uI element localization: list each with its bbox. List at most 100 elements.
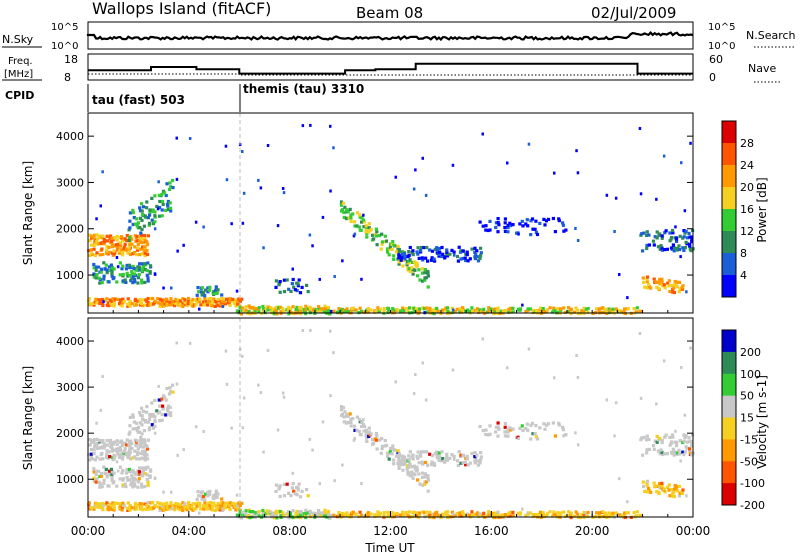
power-cell (358, 215, 362, 219)
power-cell (683, 231, 687, 235)
power-cell (164, 208, 168, 212)
velocity-cell (609, 512, 613, 516)
velocity-cell (95, 437, 99, 441)
power-cell (317, 305, 321, 309)
velocity-cell (170, 490, 173, 494)
velocity-cell (657, 490, 661, 495)
velocity-cell (660, 441, 664, 445)
power-cell (131, 211, 135, 215)
velocity-cell (441, 457, 445, 461)
power-cell (672, 286, 676, 290)
power-cell (282, 191, 286, 195)
power-cell (603, 307, 607, 311)
velocity-cell (160, 412, 164, 417)
power-cell (634, 310, 639, 314)
velocity-cell (382, 513, 386, 517)
velocity-cell (123, 441, 127, 445)
velocity-cell (135, 507, 139, 511)
velocity-cell (688, 451, 692, 455)
power-cell (125, 239, 129, 243)
velocity-cell (95, 505, 99, 509)
power-cell (421, 279, 425, 283)
velocity-cell (143, 438, 147, 442)
power-cell (270, 309, 274, 313)
power-cell (647, 233, 651, 237)
power-cell (308, 233, 312, 237)
velocity-cell (195, 504, 199, 508)
power-cell (289, 289, 293, 293)
power-cell (494, 225, 498, 230)
power-cell (681, 246, 685, 250)
power-cell (248, 306, 252, 310)
power-cell (626, 307, 630, 311)
velocity-cell (87, 453, 91, 457)
velocity-cell (355, 415, 359, 419)
velocity-cell (670, 433, 675, 437)
power-cell (274, 310, 279, 314)
power-cell (529, 233, 533, 237)
power-cell (607, 307, 611, 311)
power-cell (569, 307, 573, 311)
velocity-cell (146, 438, 150, 442)
power-cell (487, 306, 491, 310)
power-cell (429, 258, 434, 262)
power-cell (199, 303, 203, 307)
power-cell (257, 178, 260, 182)
velocity-cell (582, 512, 586, 516)
power-cell (366, 307, 370, 311)
velocity-cell (488, 424, 492, 428)
power-cell (688, 244, 692, 248)
velocity-cell (133, 449, 137, 453)
velocity-cell (680, 366, 683, 369)
power-cell (105, 234, 109, 238)
power-cell (544, 309, 548, 314)
velocity-cell (128, 415, 132, 419)
power-cell (121, 279, 125, 283)
velocity-cell (218, 508, 222, 512)
power-cell (94, 276, 98, 280)
power-cell (166, 207, 171, 212)
velocity-cell (212, 494, 216, 498)
colorbar-swatch (722, 209, 736, 232)
velocity-cell (452, 454, 456, 458)
velocity-cell (166, 412, 171, 416)
velocity-cell (659, 448, 663, 452)
power-cell (261, 307, 266, 311)
velocity-cell (399, 463, 403, 467)
power-cell (146, 234, 150, 238)
velocity-cell (618, 477, 621, 481)
velocity-cell (198, 503, 202, 508)
power-cell (597, 307, 601, 311)
velocity-cell (169, 411, 173, 415)
power-cell (690, 237, 694, 241)
power-cell (194, 220, 198, 224)
velocity-cell (239, 512, 243, 517)
power-cell (538, 306, 543, 310)
velocity-cell (105, 449, 109, 453)
velocity-cell (467, 513, 471, 517)
power-cell (475, 255, 479, 259)
power-cell (141, 205, 146, 209)
power-cell (278, 290, 282, 294)
power-cell (136, 265, 140, 269)
power-cell (308, 306, 313, 310)
power-cell (279, 305, 283, 310)
velocity-cell (105, 475, 109, 479)
power-cell (306, 290, 310, 294)
velocity-cell (213, 508, 217, 513)
velocity-cell (115, 442, 119, 446)
power-cell (382, 307, 386, 311)
velocity-cell (421, 361, 424, 365)
power-cell (116, 265, 120, 269)
power-cell (195, 293, 199, 297)
velocity-cell (525, 422, 529, 426)
power-cell (205, 303, 209, 307)
power-cell (407, 250, 411, 254)
velocity-cell (148, 468, 153, 472)
velocity-cell (131, 485, 135, 489)
power-cell (509, 310, 513, 314)
velocity-cell (676, 489, 680, 493)
power-cell (341, 201, 346, 205)
power-cell (169, 206, 173, 210)
velocity-cell (293, 492, 297, 496)
